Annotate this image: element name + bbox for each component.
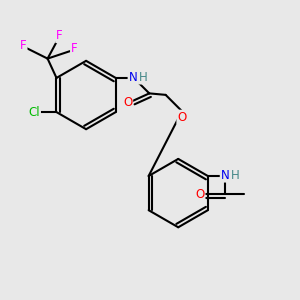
Text: H: H [231,169,240,182]
Text: F: F [56,29,63,42]
Text: O: O [123,96,132,109]
Text: F: F [71,42,78,55]
Text: O: O [195,188,204,201]
Text: N: N [129,70,137,83]
Text: O: O [177,111,187,124]
Text: F: F [20,39,26,52]
Text: Cl: Cl [28,106,40,118]
Text: H: H [139,70,148,83]
Text: N: N [221,169,230,182]
